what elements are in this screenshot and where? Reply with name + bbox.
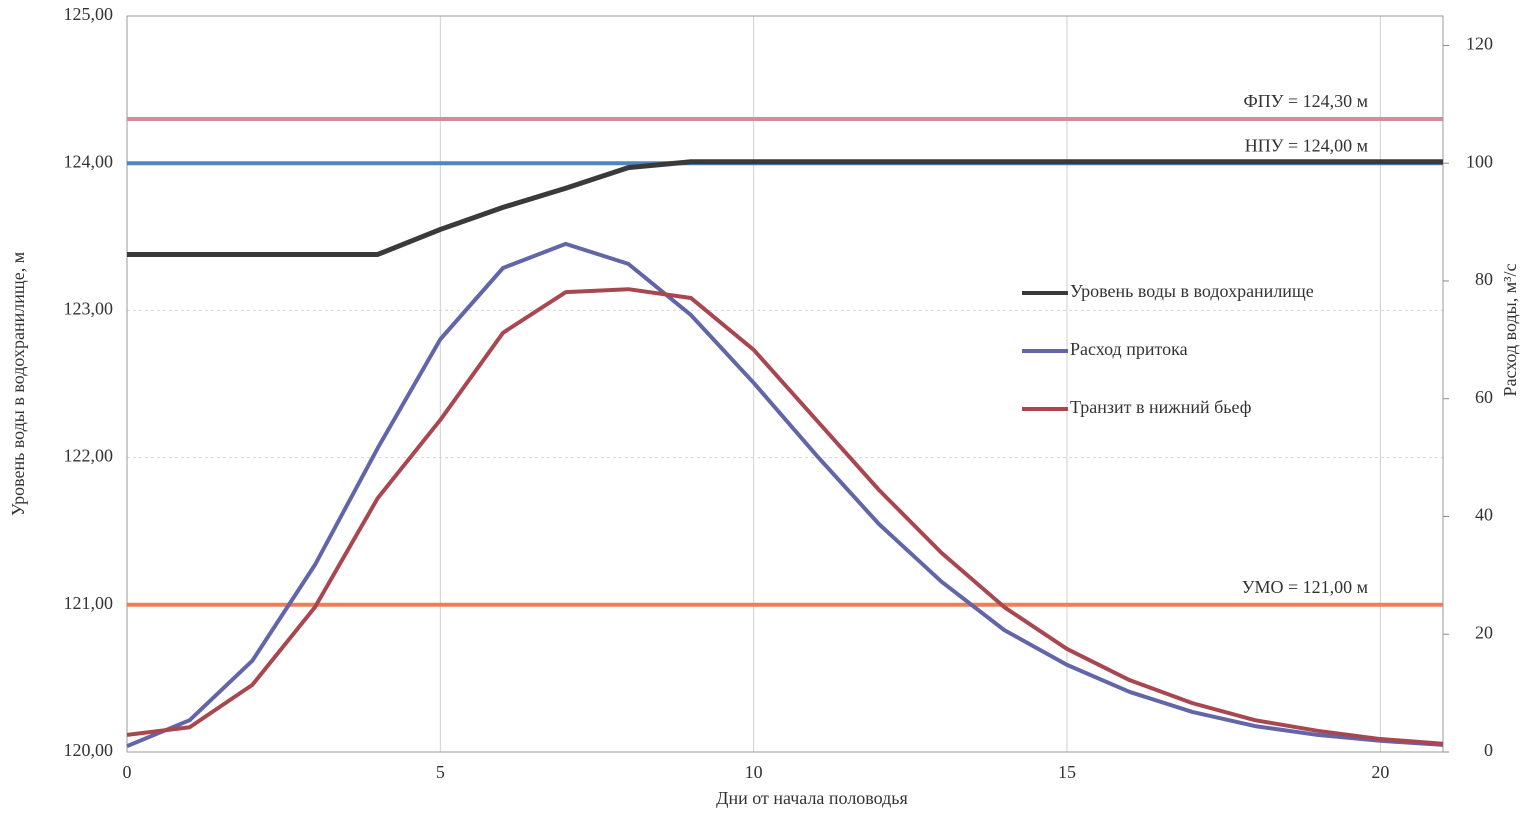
y2-tick-label: 0 — [1484, 740, 1493, 760]
y-tick-label: 124,00 — [64, 151, 114, 171]
plot-frame — [126, 15, 1444, 753]
y2-tick-label: 100 — [1466, 151, 1493, 171]
x-tick-label: 20 — [1371, 762, 1389, 782]
y-tick-label: 122,00 — [64, 446, 114, 466]
y2-tick-label: 80 — [1475, 269, 1493, 289]
y2-tick-label: 60 — [1475, 387, 1493, 407]
y-tick-label: 123,00 — [64, 299, 114, 319]
y-axis-title: Уровень воды в водохранилище, м — [8, 252, 28, 516]
data-line — [126, 241, 1444, 748]
y2-tick-label: 120 — [1466, 34, 1493, 54]
x-tick-label: 0 — [123, 762, 132, 782]
y2-tick-label: 40 — [1475, 505, 1493, 525]
legend-label: Транзит в нижний бьеф — [1070, 397, 1251, 417]
y-tick-label: 120,00 — [64, 740, 114, 760]
x-tick-label: 10 — [745, 762, 763, 782]
y-tick-label: 125,00 — [64, 4, 114, 24]
data-line — [126, 287, 1444, 746]
x-axis-title: Дни от начала половодья — [716, 788, 908, 808]
y2-axis-title: Расход воды, м³/с — [1500, 263, 1520, 396]
legend-label: Уровень воды в водохранилище — [1070, 281, 1314, 301]
reference-label: ФПУ = 124,30 м — [1243, 91, 1368, 111]
data-line — [127, 159, 1443, 257]
reference-label: УМО = 121,00 м — [1242, 577, 1368, 597]
y2-tick-label: 20 — [1475, 622, 1493, 642]
x-tick-label: 15 — [1058, 762, 1076, 782]
reference-label: НПУ = 124,00 м — [1245, 135, 1368, 155]
legend-label: Расход притока — [1070, 339, 1188, 359]
y-tick-label: 121,00 — [64, 593, 114, 613]
x-tick-label: 5 — [436, 762, 445, 782]
